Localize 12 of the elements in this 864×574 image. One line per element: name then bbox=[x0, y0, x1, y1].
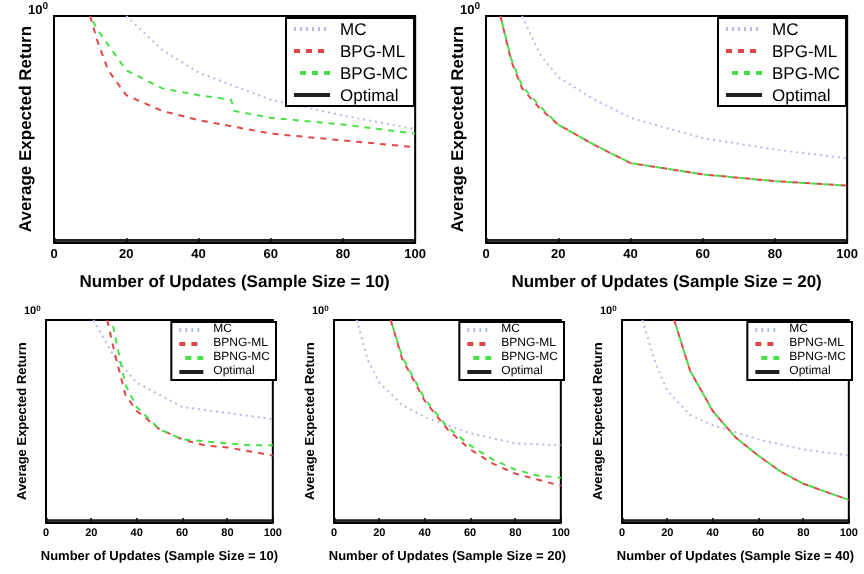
legend-label: BPG-MC bbox=[340, 63, 408, 83]
legend-label: Optimal bbox=[772, 85, 831, 105]
legend-label: BPG-MC bbox=[772, 63, 840, 83]
y-axis-title: Average Expected Return bbox=[15, 25, 35, 233]
legend-label: MC bbox=[772, 19, 799, 39]
x-axis-title: Number of Updates (Sample Size = 20) bbox=[511, 271, 823, 291]
x-axis-title: Number of Updates (Sample Size = 10) bbox=[79, 271, 391, 291]
legend-label: BPG-ML bbox=[772, 41, 838, 61]
legend-label: Optimal bbox=[340, 85, 399, 105]
legend-label: BPG-ML bbox=[340, 41, 406, 61]
legend-label: MC bbox=[340, 19, 367, 39]
y-axis-title: Average Expected Return bbox=[447, 25, 467, 233]
